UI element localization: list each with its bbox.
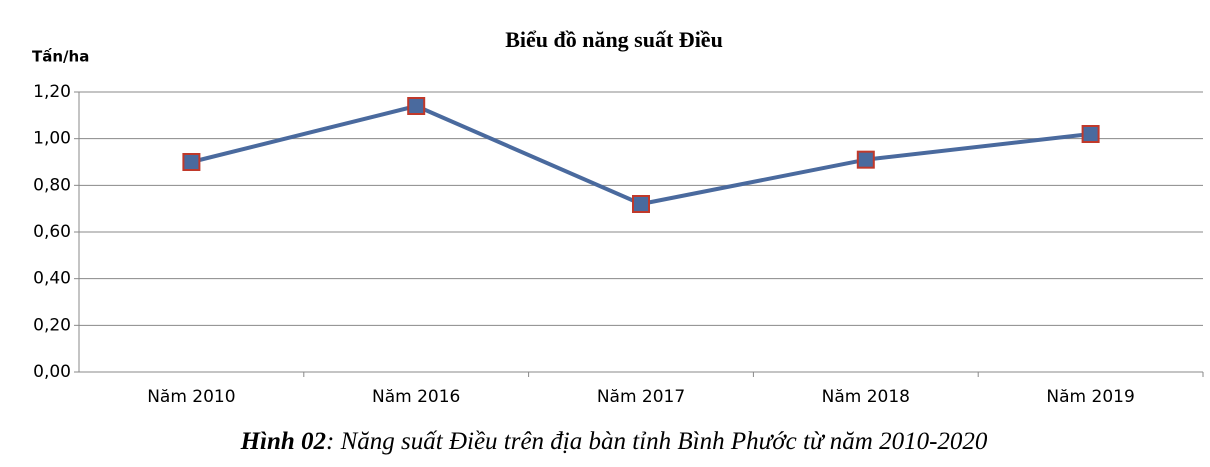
y-axis-label: Tấn/ha: [32, 48, 89, 66]
point-marker: [632, 195, 650, 213]
y-tick-label: 0,20: [33, 315, 71, 335]
x-tick-label: Năm 2018: [822, 387, 910, 407]
point-marker: [856, 150, 875, 169]
caption: Hình 02: Năng suất Điều trên địa bàn tỉn…: [240, 428, 988, 455]
point-marker: [407, 97, 426, 115]
x-tick-label: Năm 2016: [372, 387, 460, 407]
series-line: [190, 104, 1091, 206]
x-tick-label: Năm 2019: [1046, 387, 1134, 407]
y-tick-label: 0,60: [33, 222, 71, 242]
y-tick-label: 0,80: [33, 175, 71, 195]
point-marker: [1081, 125, 1100, 143]
chart-title: Biểu đồ năng suất Điều: [505, 27, 723, 52]
caption-text: : Năng suất Điều trên địa bàn tỉnh Bình …: [326, 428, 988, 455]
caption-label: Hình 02: [240, 428, 326, 455]
y-tick-label: 0,00: [33, 362, 71, 382]
x-tick-label: Năm 2017: [597, 387, 685, 407]
x-tick-label: Năm 2010: [147, 387, 235, 407]
y-tick-label: 0,40: [33, 269, 71, 289]
point-marker: [182, 153, 201, 171]
y-tick-label: 1,20: [33, 82, 71, 102]
y-tick-label: 1,00: [33, 129, 71, 149]
